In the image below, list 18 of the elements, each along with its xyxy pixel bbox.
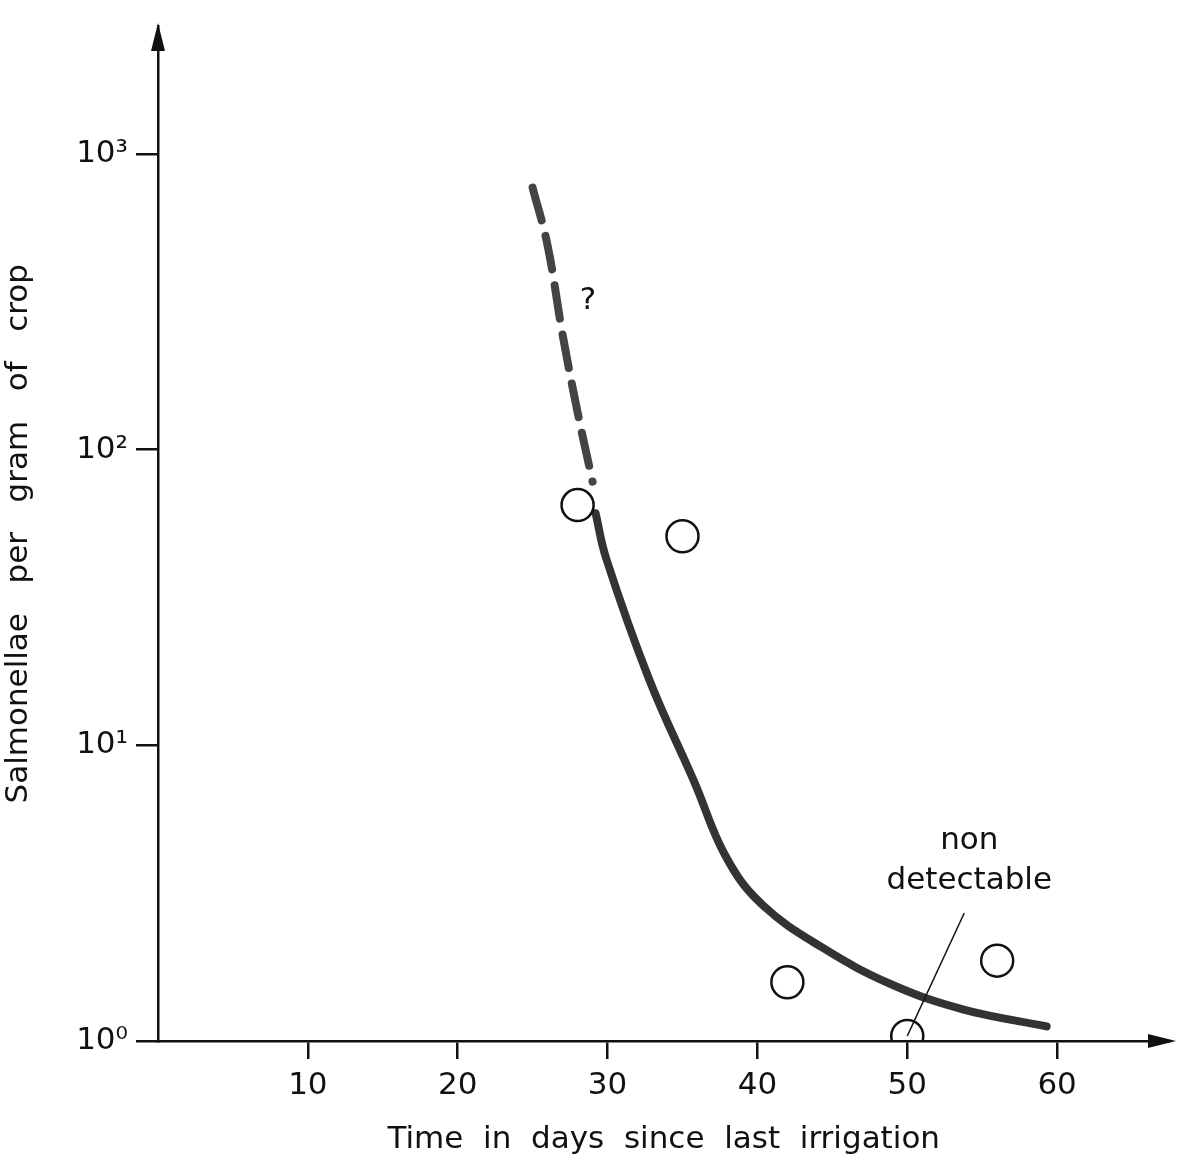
x-tick-label: 50 — [887, 1064, 927, 1101]
y-tick-label: 10³ — [76, 133, 128, 170]
x-tick-label: 60 — [1037, 1064, 1077, 1101]
point — [770, 965, 805, 1000]
x-tick-label: 30 — [587, 1064, 628, 1101]
y-tick-label: 10⁰ — [76, 1020, 128, 1057]
annotation: non detectable — [886, 820, 1053, 897]
x-tick-label: 40 — [737, 1064, 778, 1101]
point — [979, 943, 1015, 978]
point — [560, 487, 595, 523]
y-axis-title: Salmonellae per gram of crop — [0, 264, 34, 804]
x-axis-title: Time in days since last irrigation — [386, 1119, 941, 1156]
annotation: ? — [579, 279, 597, 316]
x-tick-label: 20 — [437, 1064, 478, 1101]
x-tick-label: 10 — [288, 1064, 328, 1101]
point — [665, 518, 700, 554]
y-tick-label: 10¹ — [76, 724, 128, 761]
y-tick-label: 10² — [76, 428, 128, 465]
